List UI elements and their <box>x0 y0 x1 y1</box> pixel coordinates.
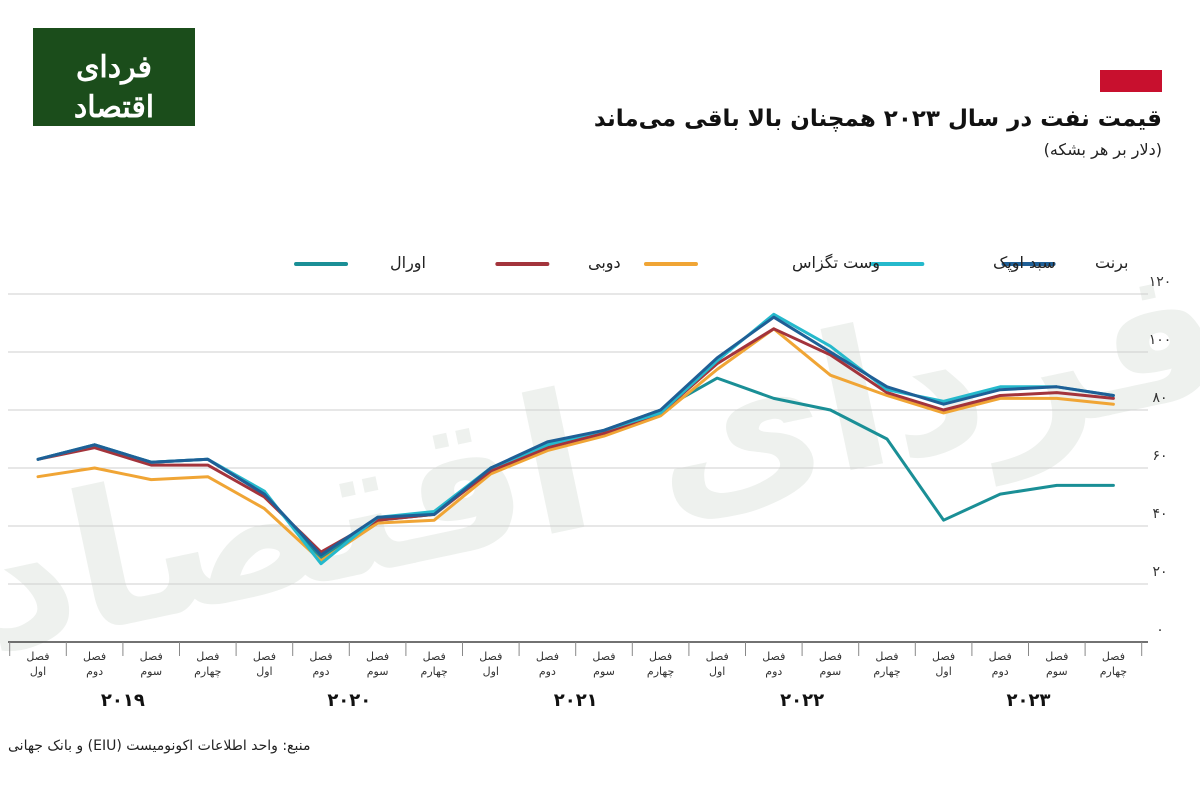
logo-tagline: رسانه مرجع روندهای اقتصادی <box>57 130 171 140</box>
x-tick-label: اول <box>935 665 951 678</box>
x-tick-label: دوم <box>312 665 329 678</box>
publisher-logo: فردای اقتصاد رسانه مرجع روندهای اقتصادی <box>33 28 195 140</box>
x-tick-label: فصل <box>875 650 898 663</box>
x-tick-label: چهارم <box>873 665 900 678</box>
x-tick-label: اول <box>709 665 725 678</box>
year-label: ۲۰۱۹ <box>101 690 145 711</box>
x-tick-label: فصل <box>536 650 559 663</box>
y-tick-label: ۲۰ <box>1152 564 1167 580</box>
x-tick-label: فصل <box>706 650 729 663</box>
year-label: ۲۰۲۳ <box>1007 690 1051 711</box>
legend-label: برنت <box>1095 253 1128 273</box>
x-tick-label: دوم <box>992 665 1009 678</box>
series-line <box>36 327 1115 563</box>
chart-title: قیمت نفت در سال ۲۰۲۳ همچنان بالا باقی می… <box>593 106 1162 132</box>
x-tick-label: اول <box>483 665 499 678</box>
source-note: منبع: واحد اطلاعات اکونومیست (EIU) و بان… <box>8 738 311 754</box>
accent-bar <box>1100 70 1162 92</box>
x-tick-label: چهارم <box>421 665 448 678</box>
watermark: فردای اقتصاد <box>0 217 1200 699</box>
x-tick-label: سوم <box>1046 665 1068 678</box>
chart-subtitle: (دلار بر هر بشکه) <box>1043 140 1162 159</box>
series-line <box>36 327 1115 554</box>
y-tick-label: ۱۲۰ <box>1149 274 1172 290</box>
x-tick-label: اول <box>30 665 46 678</box>
x-tick-label: فصل <box>140 650 163 663</box>
legend-label: سبد اوپک <box>993 253 1056 273</box>
x-tick-label: فصل <box>1102 650 1125 663</box>
x-tick-label: دوم <box>539 665 556 678</box>
x-tick-label: دوم <box>765 665 782 678</box>
series-line <box>36 315 1115 557</box>
year-label: ۲۰۲۱ <box>554 690 598 711</box>
x-tick-label: فصل <box>309 650 332 663</box>
x-tick-label: سوم <box>140 665 162 678</box>
legend-label: دوبی <box>588 253 621 273</box>
x-tick-label: فصل <box>1045 650 1068 663</box>
y-tick-label: ۸۰ <box>1152 390 1167 406</box>
x-tick-label: سوم <box>593 665 615 678</box>
legend-label: اورال <box>390 253 426 273</box>
x-tick-label: سوم <box>367 665 389 678</box>
x-tick-label: فصل <box>649 650 672 663</box>
year-label: ۲۰۲۲ <box>780 690 824 711</box>
x-tick-label: فصل <box>592 650 615 663</box>
x-tick-label: فصل <box>819 650 842 663</box>
y-tick-label: ۱۰۰ <box>1149 332 1172 348</box>
x-tick-label: چهارم <box>1100 665 1127 678</box>
logo-name: فردای اقتصاد <box>73 50 155 125</box>
y-tick-label: ۰ <box>1156 622 1164 638</box>
x-tick-label: فصل <box>423 650 446 663</box>
x-tick-label: اول <box>256 665 272 678</box>
x-tick-label: فصل <box>26 650 49 663</box>
x-tick-label: فصل <box>762 650 785 663</box>
x-tick-label: فصل <box>932 650 955 663</box>
x-tick-label: فصل <box>479 650 502 663</box>
year-label: ۲۰۲۰ <box>327 690 371 711</box>
x-tick-label: فصل <box>366 650 389 663</box>
x-tick-label: فصل <box>196 650 219 663</box>
x-tick-label: چهارم <box>647 665 674 678</box>
x-tick-label: چهارم <box>194 665 221 678</box>
x-tick-label: دوم <box>86 665 103 678</box>
x-tick-label: سوم <box>820 665 842 678</box>
x-tick-label: فصل <box>253 650 276 663</box>
x-tick-label: فصل <box>989 650 1012 663</box>
x-tick-label: فصل <box>83 650 106 663</box>
legend-label: وست تگزاس <box>792 253 880 273</box>
y-tick-label: ۴۰ <box>1152 506 1167 522</box>
y-tick-label: ۶۰ <box>1152 448 1167 464</box>
